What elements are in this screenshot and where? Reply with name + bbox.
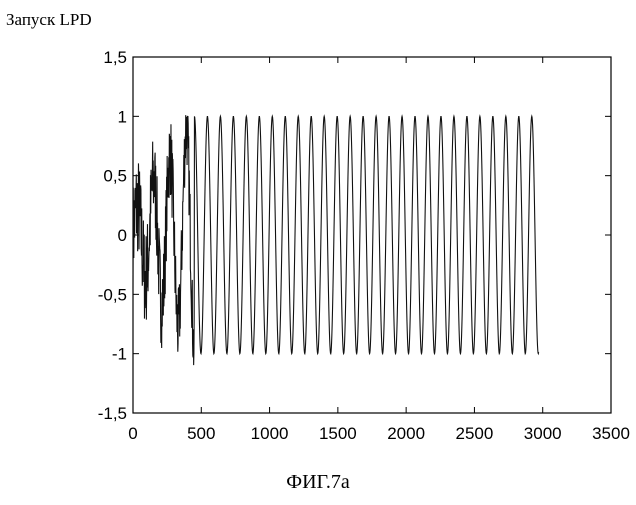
y-tick-label: -1,5 (98, 404, 127, 423)
y-tick-label: -0,5 (98, 285, 127, 304)
x-tick-label: 2000 (387, 424, 425, 443)
corner-label: Запуск LPD (6, 10, 92, 29)
x-tick-label: 2500 (456, 424, 494, 443)
series-layer (133, 115, 539, 365)
y-tick-label: 0 (118, 226, 127, 245)
x-tick-label: 1000 (251, 424, 289, 443)
x-tick-label: 500 (187, 424, 215, 443)
y-tick-label: 1 (118, 107, 127, 126)
x-tick-label: 3000 (524, 424, 562, 443)
y-tick-label: -1 (112, 345, 127, 364)
y-tick-label: 1,5 (103, 48, 127, 67)
x-tick-label: 3500 (592, 424, 630, 443)
x-tick-label: 1500 (319, 424, 357, 443)
signal-series-line (133, 115, 539, 365)
figure-caption: ФИГ.7a (286, 471, 350, 493)
x-tick-label: 0 (128, 424, 137, 443)
y-tick-label: 0,5 (103, 167, 127, 186)
